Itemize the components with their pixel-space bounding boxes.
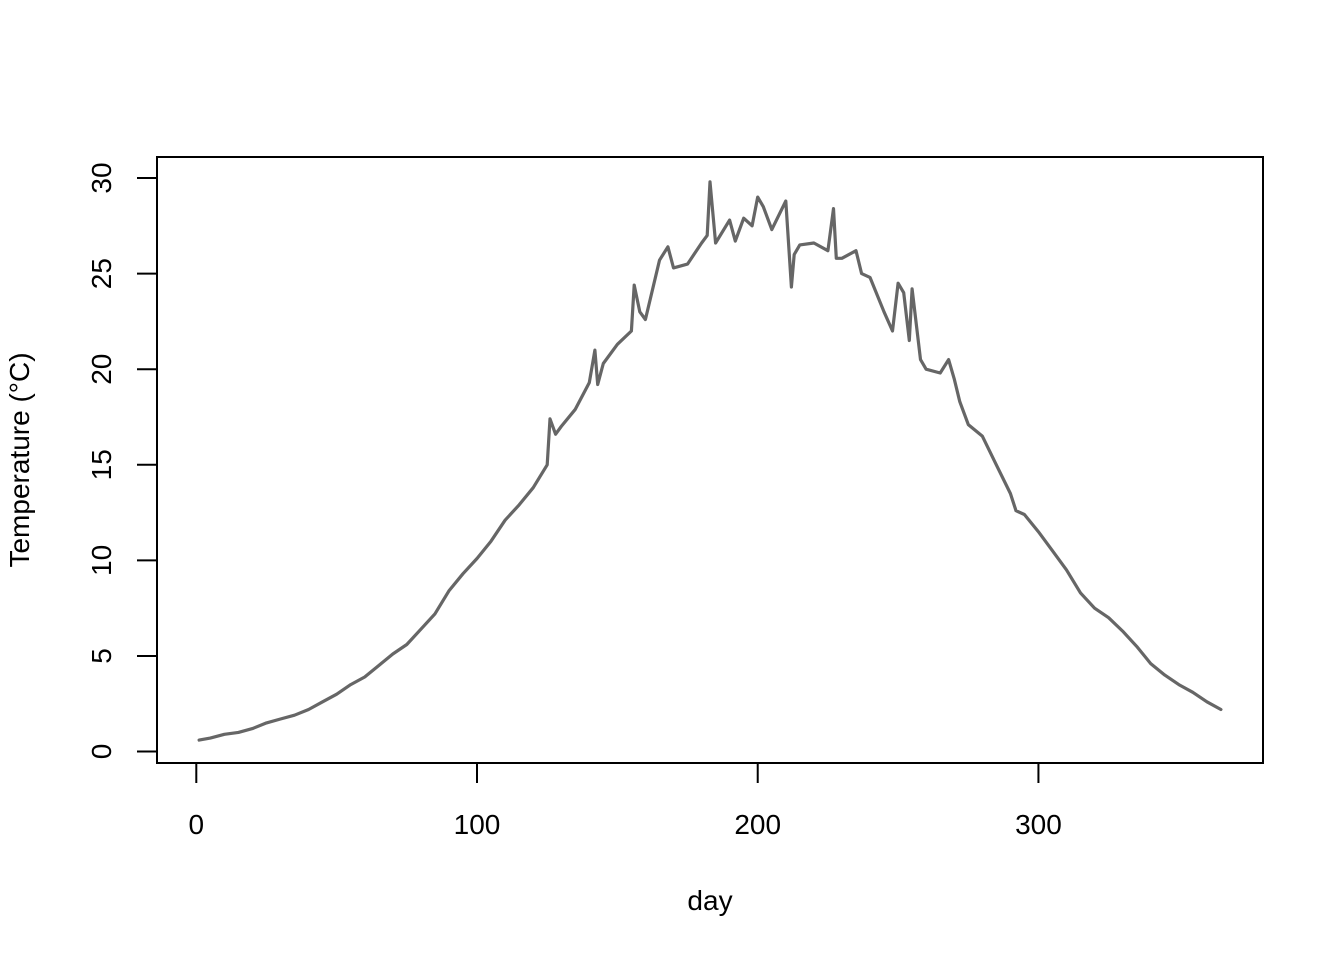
y-axis-label: Temperature (°C) [4,352,35,567]
x-axis: 0 100 200 300 [189,762,1062,840]
x-axis-label: day [687,885,732,916]
x-tick-label: 100 [454,809,501,840]
x-tick-label: 300 [1015,809,1062,840]
y-tick-label: 25 [86,258,117,289]
y-tick-label: 20 [86,354,117,385]
x-tick-label: 0 [189,809,205,840]
y-tick-label: 5 [86,648,117,664]
x-tick-label: 200 [734,809,781,840]
y-tick-label: 15 [86,449,117,480]
plot-frame [156,156,1264,764]
series-line [197,180,1223,742]
y-tick-label: 10 [86,545,117,576]
y-tick-label: 0 [86,744,117,760]
y-axis: 0 5 10 15 20 25 30 [86,162,158,760]
y-tick-label: 30 [86,162,117,193]
